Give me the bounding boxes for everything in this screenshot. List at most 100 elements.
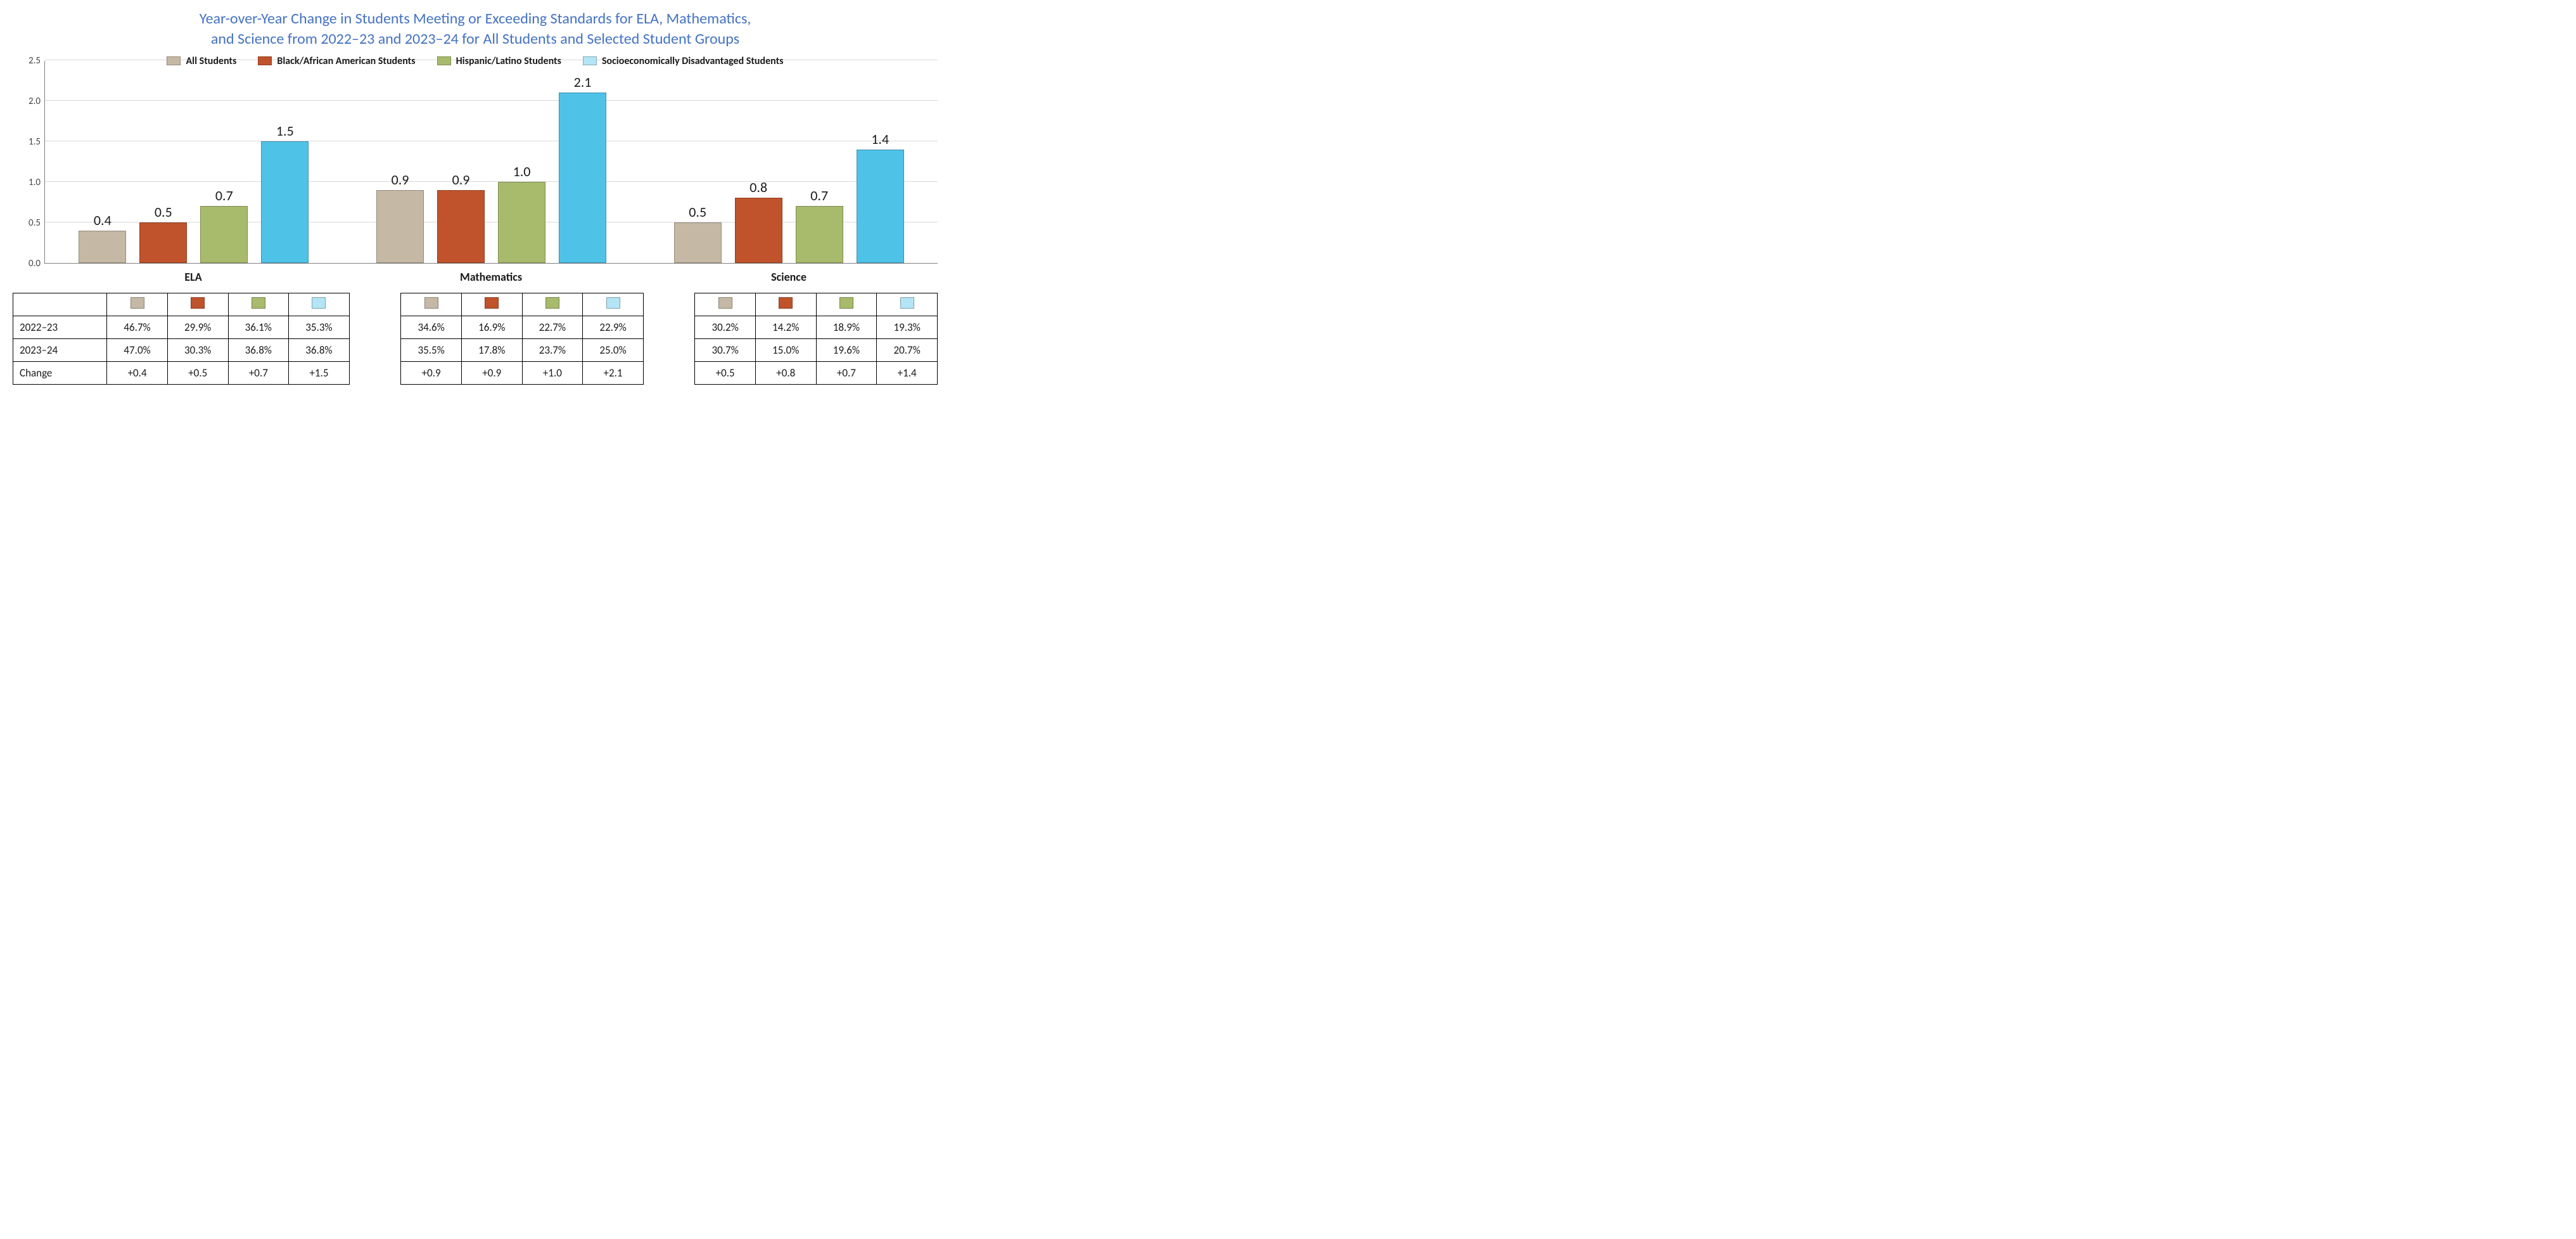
x-axis-label: ELA (44, 264, 342, 293)
page: Year-over-Year Change in Students Meetin… (0, 0, 950, 397)
bar-slot: 0.7 (789, 206, 850, 263)
table-cell: 35.5% (401, 338, 462, 361)
legend-item: Black/African American Students (258, 55, 415, 67)
y-tick-label: 2.0 (29, 96, 41, 107)
table-row: Change+0.4+0.5+0.7+1.5+0.9+0.9+1.0+2.1+0… (13, 361, 938, 384)
table-gap (643, 361, 695, 384)
bar-slot: 1.5 (255, 141, 316, 263)
table-gap (349, 361, 401, 384)
table-row-header: 2022–23 (13, 316, 107, 338)
table-gap (643, 338, 695, 361)
bar-value-label: 1.5 (276, 122, 294, 139)
bar: 0.9 (437, 190, 485, 263)
bar-slot: 0.4 (72, 231, 133, 263)
table-swatch (779, 297, 793, 309)
bar-slot: 0.9 (431, 190, 492, 263)
table-gap (643, 316, 695, 338)
table-cell: 22.9% (583, 316, 644, 338)
bar-slot: 0.8 (728, 198, 789, 262)
legend-item: Socioeconomically Disadvantaged Students (583, 55, 784, 67)
table-cell: 17.8% (461, 338, 522, 361)
table-cell: +1.0 (522, 361, 583, 384)
table-cell: 16.9% (461, 316, 522, 338)
table-swatch-cell (461, 293, 522, 316)
table-cell: 29.9% (167, 316, 228, 338)
table-swatch-cell (228, 293, 289, 316)
table-cell: 30.2% (695, 316, 756, 338)
bar-value-label: 0.7 (810, 187, 828, 204)
table-swatch (606, 297, 620, 309)
table-cell: 15.0% (755, 338, 816, 361)
table-cell: +0.5 (695, 361, 756, 384)
bar-slot: 1.4 (850, 150, 910, 263)
bar-value-label: 0.5 (689, 203, 706, 221)
table-cell: +1.4 (877, 361, 938, 384)
y-tick-label: 0.0 (29, 258, 41, 269)
table-cell: +0.7 (228, 361, 289, 384)
bar-slot: 0.5 (667, 222, 728, 263)
table-cell: 25.0% (583, 338, 644, 361)
table-swatch (485, 297, 499, 309)
bar-value-label: 0.9 (392, 171, 409, 188)
table-cell: 30.3% (167, 338, 228, 361)
table-cell: 30.7% (695, 338, 756, 361)
table-swatch-cell (289, 293, 350, 316)
table-row: 2023–2447.0%30.3%36.8%36.8%35.5%17.8%23.… (13, 338, 938, 361)
table-swatch-cell (167, 293, 228, 316)
table-gap (643, 293, 695, 316)
table-swatch-cell (401, 293, 462, 316)
bar: 2.1 (559, 93, 606, 263)
y-tick-label: 0.5 (29, 217, 41, 229)
table-gap (349, 338, 401, 361)
legend-label: All Students (186, 55, 236, 67)
table-row-header: Change (13, 361, 107, 384)
bar: 0.5 (139, 222, 187, 263)
bar-groups: 0.40.50.71.50.90.91.02.10.50.80.71.4 (45, 61, 938, 263)
table-cell: 34.6% (401, 316, 462, 338)
chart-area: 0.00.51.01.52.02.5 0.40.50.71.50.90.91.0… (13, 61, 938, 264)
bar: 0.7 (200, 206, 248, 263)
table-swatch (191, 297, 205, 309)
table-swatch-cell (695, 293, 756, 316)
bar-value-label: 0.9 (452, 171, 470, 188)
table-swatch (131, 297, 144, 309)
table-swatch (718, 297, 732, 309)
bar-value-label: 1.0 (513, 163, 531, 180)
table-cell: +2.1 (583, 361, 644, 384)
bar-slot: 2.1 (552, 93, 613, 263)
table-cell: 35.3% (289, 316, 350, 338)
chart-title: Year-over-Year Change in Students Meetin… (13, 9, 938, 50)
bar-value-label: 1.4 (871, 131, 889, 148)
table-cell: +0.8 (755, 361, 816, 384)
table-cell: 22.7% (522, 316, 583, 338)
bar: 0.4 (79, 231, 126, 263)
legend: All Students Black/African American Stude… (13, 55, 938, 67)
table-cell: 36.1% (228, 316, 289, 338)
legend-swatch (437, 56, 451, 65)
y-axis: 0.00.51.01.52.02.5 (13, 61, 44, 264)
bar-slot: 0.7 (194, 206, 255, 263)
legend-swatch (258, 56, 272, 65)
table-cell: +0.4 (107, 361, 168, 384)
table-header-row (13, 293, 938, 316)
legend-label: Black/African American Students (277, 55, 415, 67)
bar-value-label: 0.4 (94, 212, 112, 229)
plot-area: 0.40.50.71.50.90.91.02.10.50.80.71.4 (44, 61, 938, 264)
table-swatch (545, 297, 559, 309)
table-swatch-cell (816, 293, 877, 316)
table-cell: +0.5 (167, 361, 228, 384)
bar-value-label: 0.7 (215, 187, 233, 204)
x-axis-labels: ELAMathematicsScience (44, 264, 938, 293)
table-cell: 19.6% (816, 338, 877, 361)
table-cell: 36.8% (289, 338, 350, 361)
table-swatch (312, 297, 326, 309)
legend-label: Hispanic/Latino Students (456, 55, 561, 67)
table-row-header: 2023–24 (13, 338, 107, 361)
table-cell: 20.7% (877, 338, 938, 361)
table-gap (349, 316, 401, 338)
bar: 1.4 (857, 150, 904, 263)
legend-item: Hispanic/Latino Students (437, 55, 561, 67)
chart-title-line2: and Science from 2022–23 and 2023–24 for… (211, 30, 739, 48)
table-gap (349, 293, 401, 316)
bar-value-label: 2.1 (574, 74, 592, 91)
